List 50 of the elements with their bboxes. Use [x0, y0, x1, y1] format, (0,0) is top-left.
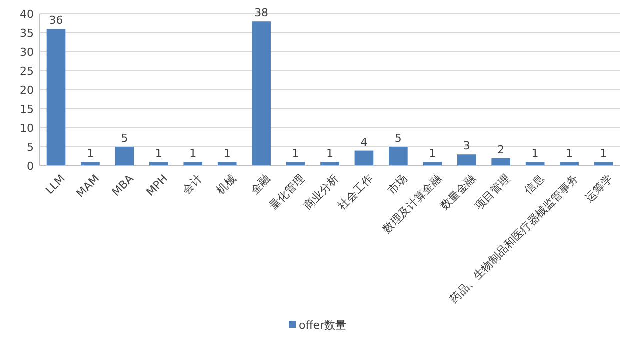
- data-label: 1: [190, 147, 197, 160]
- y-tick-label: 15: [20, 102, 34, 116]
- data-label: 5: [394, 132, 402, 145]
- bar: [560, 162, 579, 166]
- data-label: 1: [292, 147, 300, 160]
- bar: [354, 150, 374, 166]
- data-label: 5: [121, 132, 128, 145]
- bar: [46, 29, 66, 166]
- data-label: 4: [360, 136, 368, 149]
- data-label: 1: [86, 147, 94, 160]
- data-label: 1: [566, 147, 574, 160]
- x-tick-label: 市场: [385, 172, 410, 198]
- x-tick-label: 运筹学: [582, 172, 616, 205]
- y-tick-label: 35: [20, 26, 34, 40]
- bar: [115, 147, 134, 166]
- data-label: 1: [155, 147, 162, 160]
- data-label: 3: [463, 140, 470, 153]
- data-label: 36: [49, 14, 64, 28]
- bar: [218, 162, 237, 166]
- y-tick-label: 5: [27, 140, 34, 154]
- bar: [389, 147, 408, 166]
- data-label: 1: [600, 147, 608, 160]
- data-label: 1: [429, 147, 436, 160]
- x-tick-label: 信息: [522, 172, 547, 198]
- y-tick-label: 25: [20, 64, 34, 78]
- y-tick-label: 20: [20, 84, 34, 97]
- bar: [492, 158, 510, 166]
- bar: [286, 162, 306, 166]
- data-label: 1: [224, 147, 231, 160]
- bar: [320, 162, 340, 166]
- data-label: 38: [254, 6, 269, 20]
- x-tick-label: 会计: [180, 172, 205, 198]
- bar: [457, 154, 476, 166]
- bar: [81, 162, 100, 166]
- data-label: 1: [532, 147, 539, 160]
- x-tick-label: 机械: [214, 172, 239, 198]
- y-tick-label: 0: [27, 160, 34, 173]
- y-tick-label: 40: [20, 8, 34, 21]
- x-tick-label: 金融: [248, 172, 274, 198]
- y-tick-label: 30: [20, 46, 34, 59]
- bar: [526, 162, 545, 166]
- legend-label: offer数量: [299, 318, 347, 332]
- bar: [252, 22, 271, 166]
- bar: [150, 162, 168, 166]
- data-label: 2: [498, 143, 505, 156]
- bar: [594, 162, 614, 166]
- data-label: 1: [326, 147, 334, 160]
- bar: [423, 162, 442, 166]
- y-tick-label: 10: [20, 122, 34, 135]
- bar: [184, 162, 203, 166]
